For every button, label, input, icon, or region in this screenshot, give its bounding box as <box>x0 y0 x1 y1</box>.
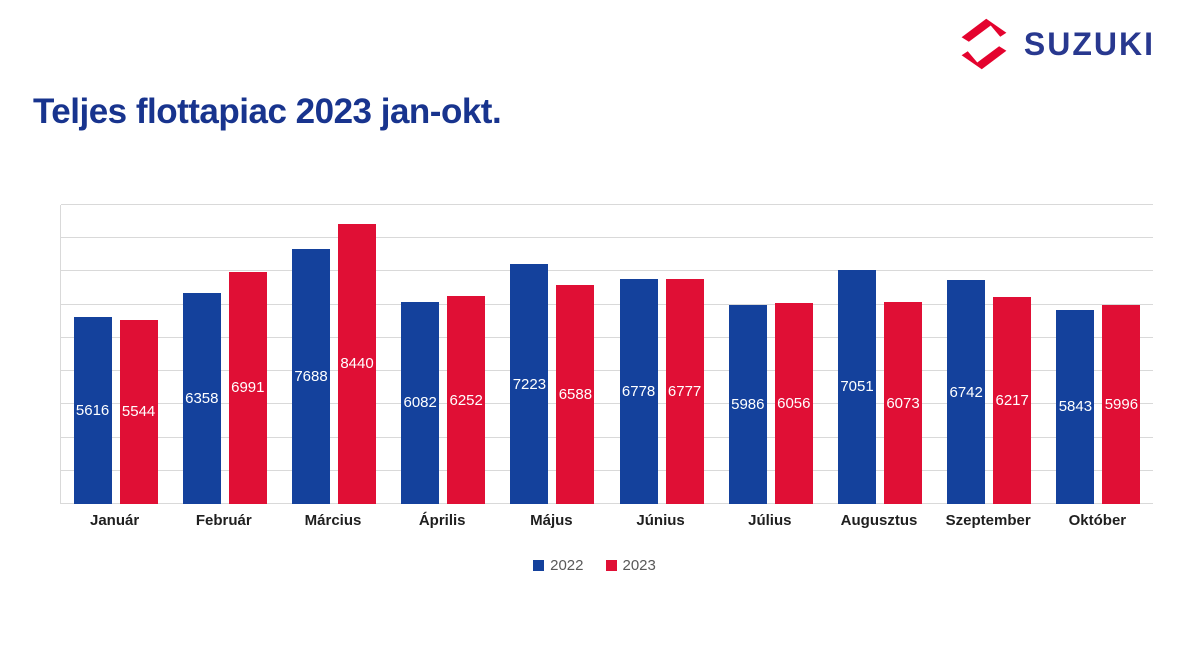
month-label: Szeptember <box>945 512 1031 529</box>
legend-label: 2023 <box>622 557 656 574</box>
bar-2022: 5616 <box>73 317 112 504</box>
bar-2022: 7051 <box>838 269 876 504</box>
month-label: Március <box>304 512 362 529</box>
legend: 2022 2023 <box>0 557 1189 574</box>
bar-2023: 6252 <box>447 296 486 504</box>
month-label: Április <box>418 512 466 529</box>
suzuki-logo: SUZUKI <box>956 16 1155 72</box>
bar-value-label: 7223 <box>512 375 547 393</box>
month-label: Május <box>530 512 573 529</box>
month-label: Július <box>748 512 792 529</box>
gridline <box>61 503 1153 504</box>
gridline <box>61 237 1153 239</box>
bar-value-label: 6588 <box>558 386 593 404</box>
bar-2023: 6217 <box>993 297 1032 504</box>
bar-value-label: 6742 <box>949 383 983 401</box>
bar-2022: 6358 <box>182 292 221 504</box>
gridline <box>61 370 1153 372</box>
legend-label: 2022 <box>550 557 584 574</box>
bar-value-label: 6056 <box>777 394 811 412</box>
bar-value-label: 6217 <box>995 392 1029 410</box>
bar-2023: 6991 <box>228 271 267 504</box>
bar-value-label: 6358 <box>185 389 219 407</box>
x-axis: Január Február Március Április Május Június Jú… <box>60 512 1153 534</box>
month-label: Február <box>195 512 252 529</box>
gridline <box>61 403 1153 405</box>
bar-2022: 6742 <box>947 280 986 504</box>
bar-value-label: 6991 <box>231 379 265 397</box>
legend-swatch <box>605 560 617 571</box>
month-label: Január <box>89 512 140 529</box>
bar-2022: 5986 <box>728 305 767 504</box>
bar-value-label: 6252 <box>449 391 483 409</box>
gridline <box>61 469 1153 471</box>
gridline <box>61 303 1153 305</box>
bar-value-label: 7051 <box>840 378 874 396</box>
bar-value-label: 5544 <box>121 403 156 421</box>
page-title: Teljes flottapiac 2023 jan-okt. <box>33 92 502 131</box>
bar-value-label: 6777 <box>667 382 702 400</box>
gridline <box>61 204 1153 205</box>
bar-2022: 5843 <box>1056 309 1095 504</box>
legend-item-2022: 2022 <box>533 557 584 574</box>
bar-value-label: 5996 <box>1104 395 1139 413</box>
gridline <box>61 270 1153 272</box>
bar-2023: 6588 <box>556 285 595 504</box>
bar-2023: 5544 <box>119 319 158 504</box>
bar-2022: 7688 <box>292 248 330 504</box>
legend-item-2023: 2023 <box>605 557 656 574</box>
suzuki-wordmark: SUZUKI <box>1023 25 1155 62</box>
gridline <box>61 336 1153 338</box>
bar-value-label: 6082 <box>403 394 437 412</box>
bar-value-label: 8440 <box>340 355 374 373</box>
bar-value-label: 7688 <box>294 367 328 385</box>
bar-value-label: 5616 <box>75 402 110 420</box>
bar-2023: 6056 <box>774 302 813 504</box>
gridline <box>61 436 1153 438</box>
month-label: Október <box>1068 512 1127 529</box>
plot-area: 5616 5544 6358 6991 7688 8440 6082 6252 7223 6588… <box>60 204 1153 504</box>
bar-value-label: 5986 <box>731 396 765 414</box>
month-label: Június <box>636 512 685 529</box>
bar-2022: 6082 <box>401 301 440 504</box>
bar-2023: 6777 <box>665 278 704 504</box>
legend-swatch <box>533 560 545 571</box>
bar-value-label: 6073 <box>886 394 920 412</box>
bar-value-label: 5843 <box>1058 398 1093 416</box>
bar-2023: 5996 <box>1102 304 1141 504</box>
bar-2022: 7223 <box>510 264 549 504</box>
bar-2022: 6778 <box>619 278 658 504</box>
month-label: Augusztus <box>840 512 918 529</box>
bar-value-label: 6778 <box>621 382 656 400</box>
suzuki-s-icon <box>961 18 1007 70</box>
bar-2023: 8440 <box>338 223 376 504</box>
bar-2023: 6073 <box>884 302 922 504</box>
